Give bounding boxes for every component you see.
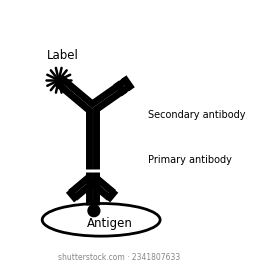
Text: Primary antibody: Primary antibody	[148, 155, 232, 165]
Circle shape	[88, 205, 100, 217]
Text: Antigen: Antigen	[87, 217, 133, 230]
Text: Label: Label	[47, 49, 78, 62]
Text: shutterstock.com · 2341807633: shutterstock.com · 2341807633	[58, 253, 180, 262]
Text: Secondary antibody: Secondary antibody	[148, 109, 246, 120]
